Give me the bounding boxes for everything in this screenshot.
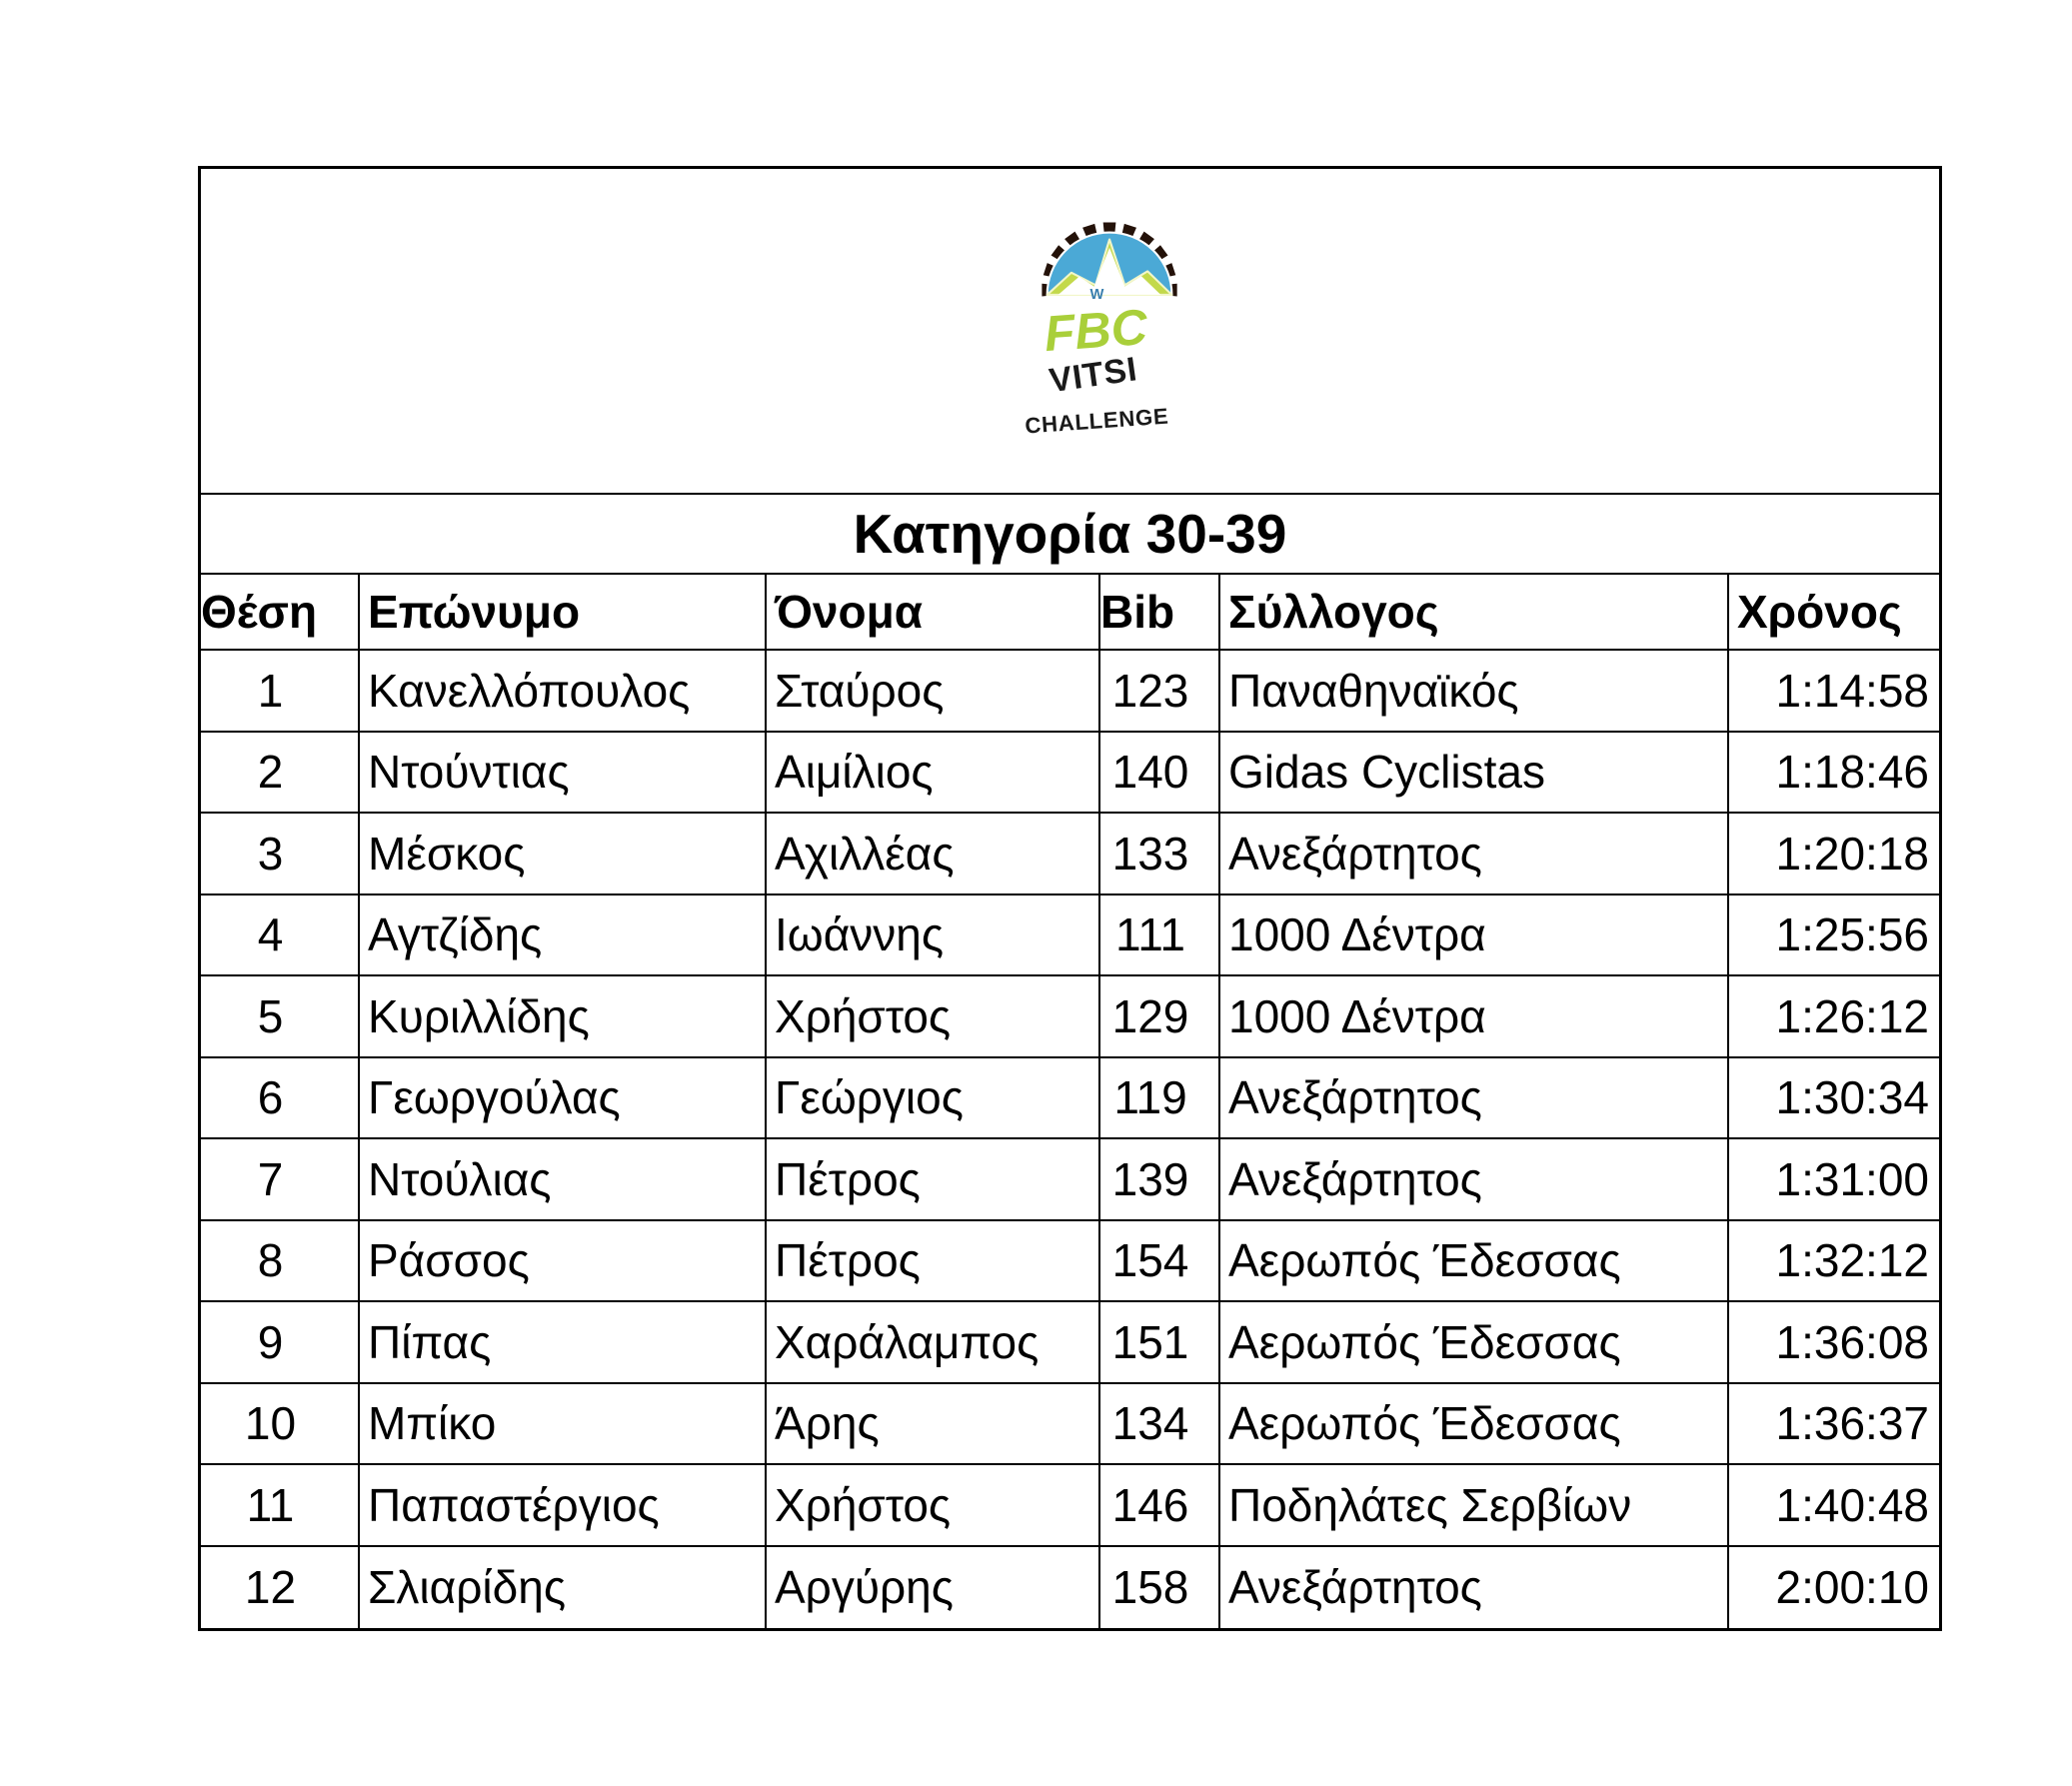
- svg-text:W: W: [1090, 286, 1104, 302]
- svg-text:CHALLENGE: CHALLENGE: [1025, 403, 1170, 438]
